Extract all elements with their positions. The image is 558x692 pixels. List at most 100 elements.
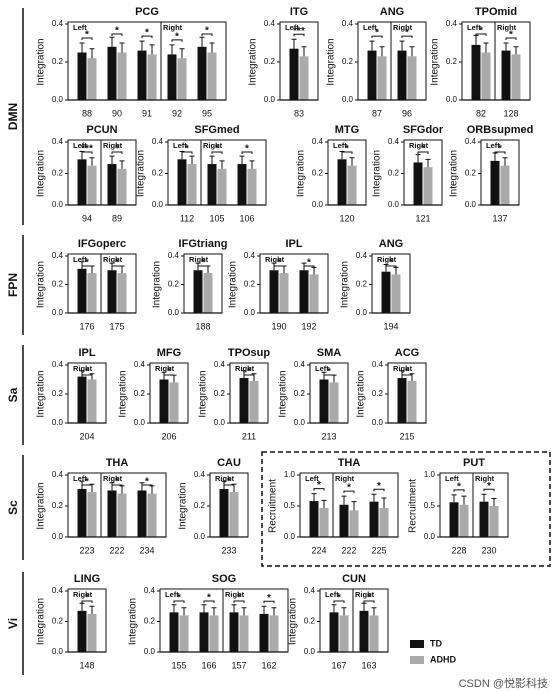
bar xyxy=(219,488,229,537)
y-axis-label: Integration xyxy=(36,598,47,645)
hemisphere-label: Right xyxy=(73,364,93,373)
hemisphere-label: Right xyxy=(497,23,517,32)
significance-bracket xyxy=(111,265,123,268)
x-tick-label: 87 xyxy=(372,108,382,118)
error-bar xyxy=(415,154,421,163)
error-bar xyxy=(361,602,367,611)
bar xyxy=(407,56,417,100)
bar xyxy=(117,493,127,537)
panel: SFGdor Integration 0.0 0.2 0.4 Right 121 * xyxy=(372,124,444,223)
error-bar xyxy=(89,605,95,614)
x-tick-label: 222 xyxy=(109,545,124,555)
bar xyxy=(501,50,511,100)
error-bar xyxy=(483,42,489,53)
hemisphere-label: Right xyxy=(215,474,235,483)
panel: ANG Integration 0.0 0.2 0.4 Left Right 87 * 96 * xyxy=(326,6,427,118)
bar xyxy=(289,48,299,100)
hemisphere-label: Right xyxy=(103,141,123,150)
y-tick-label: 0.2 xyxy=(244,280,256,289)
y-tick-label: 0.4 xyxy=(194,470,206,479)
significance-bracket xyxy=(111,151,123,154)
x-tick-label: 188 xyxy=(195,321,210,331)
bar xyxy=(329,382,339,423)
bar xyxy=(367,50,377,100)
significance: * xyxy=(185,144,189,155)
error-bar xyxy=(513,46,519,55)
significance: * xyxy=(115,477,119,488)
bar xyxy=(87,613,97,652)
bar xyxy=(279,273,289,313)
y-axis-label: Integration xyxy=(340,261,351,308)
panel: SMA Integration 0.0 0.2 0.4 Left 213 * xyxy=(278,347,349,441)
legend-swatch xyxy=(410,640,424,648)
significance: * xyxy=(85,30,89,41)
y-tick-label: 0.4 xyxy=(388,137,400,146)
y-tick-label: 0.0 xyxy=(52,95,64,104)
error-bar xyxy=(369,40,375,51)
significance: * xyxy=(347,483,351,494)
panel-title: ORBsupmed xyxy=(467,124,534,136)
significance: * xyxy=(457,481,461,492)
y-tick-label: 0.4 xyxy=(446,19,458,28)
significance: * xyxy=(405,28,409,39)
y-axis-label: Integration xyxy=(178,482,189,529)
significance-bracket xyxy=(494,151,506,154)
error-bar xyxy=(379,46,385,57)
bar xyxy=(381,271,391,313)
bar xyxy=(511,54,521,100)
panel: PCG Integration 0.0 0.2 0.4 Left Right 88 * 90 * 91… xyxy=(36,6,227,118)
significance: * xyxy=(487,481,491,492)
bar xyxy=(299,270,309,313)
hemisphere-label: Right xyxy=(377,255,397,264)
significance-bracket xyxy=(341,151,353,154)
panel: ORBsupmed Integration 0.0 0.2 0.4 Left 137 * xyxy=(449,124,534,223)
x-tick-label: 92 xyxy=(172,108,182,118)
y-tick-label: 0.2 xyxy=(152,169,164,178)
error-bar xyxy=(393,266,399,275)
y-tick-label: 0.4 xyxy=(52,360,64,369)
hemisphere-label: Left xyxy=(467,23,481,32)
bar xyxy=(77,268,87,313)
bar xyxy=(479,501,489,537)
x-tick-label: 112 xyxy=(180,213,194,223)
error-bar xyxy=(341,607,347,616)
bar xyxy=(207,164,217,205)
y-tick-label: 0.4 xyxy=(244,251,256,260)
error-bar xyxy=(171,604,177,613)
error-bar xyxy=(311,493,317,502)
x-tick-label: 82 xyxy=(476,108,486,118)
y-tick-label: 0.0 xyxy=(194,532,206,541)
error-bar xyxy=(241,607,247,616)
y-axis-label: Integration xyxy=(278,370,289,417)
panel-title: THA xyxy=(106,457,129,469)
x-tick-label: 223 xyxy=(79,545,94,555)
hemisphere-label: Left xyxy=(285,23,299,32)
group-label: DMN xyxy=(6,103,20,130)
x-tick-label: 228 xyxy=(451,545,466,555)
significance: * xyxy=(85,593,89,604)
significance-bracket xyxy=(417,151,429,154)
bar xyxy=(259,613,269,652)
bar xyxy=(337,159,347,205)
error-bar xyxy=(249,160,255,169)
bar xyxy=(87,273,97,313)
significance-bracket xyxy=(81,600,93,603)
panel-title: THA xyxy=(338,457,361,469)
panel: PCUN Integration 0.0 0.2 0.4 Left Right 94 *** 89… xyxy=(36,124,137,223)
significance-bracket xyxy=(111,33,123,36)
bar xyxy=(107,490,117,537)
dashed-box xyxy=(261,451,551,567)
bar xyxy=(147,493,157,537)
hemisphere-label: Left xyxy=(305,474,319,483)
panel-title: IPL xyxy=(78,347,95,359)
error-bar xyxy=(502,157,508,166)
significance-bracket xyxy=(171,39,183,42)
bar xyxy=(193,270,203,313)
y-axis-label: Integration xyxy=(36,38,47,85)
y-axis-label: Integration xyxy=(296,150,307,197)
significance: * xyxy=(115,144,119,155)
hemisphere-label: Left xyxy=(73,23,87,32)
error-bar xyxy=(341,495,347,505)
bar xyxy=(413,162,423,205)
